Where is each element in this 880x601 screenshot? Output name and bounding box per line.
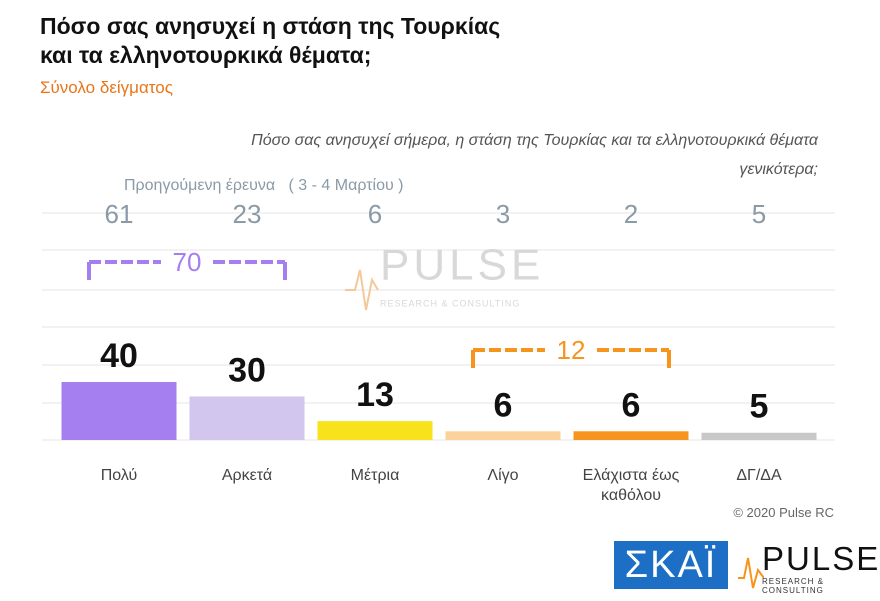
title-line: Πόσο σας ανησυχεί η στάση της Τουρκίας xyxy=(40,13,501,39)
category-label: Αρκετά xyxy=(221,467,273,484)
pulse-icon xyxy=(738,557,764,589)
previous-value: 6 xyxy=(368,199,382,229)
value-label: 40 xyxy=(100,337,138,375)
bar xyxy=(701,432,817,440)
bracket-label: 12 xyxy=(557,335,586,365)
title: Πόσο σας ανησυχεί η στάση της Τουρκίας κ… xyxy=(40,12,500,70)
category-label: Ελάχιστα έως καθόλου xyxy=(582,467,680,504)
watermark: PULSE xyxy=(380,241,544,290)
logo-skai: ΣΚΑΪ xyxy=(614,541,728,589)
previous-label: Προηγούμενη έρευνα ( 3 - 4 Μαρτίου ) xyxy=(124,177,404,194)
watermark-icon xyxy=(345,269,379,311)
bar xyxy=(189,396,305,440)
logo-pulse-sub: RESEARCH & CONSULTING xyxy=(762,577,825,595)
category-label: ΔΓ/ΔΑ xyxy=(736,467,782,484)
category-label: Μέτρια xyxy=(350,467,400,484)
bar xyxy=(573,431,689,440)
value-label: 13 xyxy=(356,376,394,414)
logo-pulse: PULSE xyxy=(762,540,880,577)
question: Πόσο σας ανησυχεί σήμερα, η στάση της Το… xyxy=(251,126,818,184)
watermark-sub: RESEARCH & CONSULTING xyxy=(380,298,520,308)
bracket-label: 70 xyxy=(173,247,202,277)
title-line: και τα ελληνοτουρκικά θέματα; xyxy=(40,42,372,68)
value-label: 6 xyxy=(622,386,641,424)
value-label: 5 xyxy=(750,388,769,426)
category-label: Λίγο xyxy=(487,467,519,484)
previous-value: 5 xyxy=(752,199,766,229)
previous-value: 2 xyxy=(624,199,638,229)
previous-value: 3 xyxy=(496,199,510,229)
subtitle: Σύνολο δείγματος xyxy=(40,78,173,97)
category-label: Πολύ xyxy=(100,467,138,484)
copyright: © 2020 Pulse RC xyxy=(733,505,834,520)
previous-value: 23 xyxy=(233,199,262,229)
value-label: 30 xyxy=(228,351,266,389)
previous-value: 61 xyxy=(105,199,134,229)
pulse-line xyxy=(738,557,764,589)
bar xyxy=(317,421,433,440)
bar xyxy=(61,382,177,440)
question-line: Πόσο σας ανησυχεί σήμερα, η στάση της Το… xyxy=(251,132,818,149)
bar xyxy=(445,431,561,440)
value-label: 6 xyxy=(494,386,513,424)
question-line: γενικότερα; xyxy=(739,161,818,178)
